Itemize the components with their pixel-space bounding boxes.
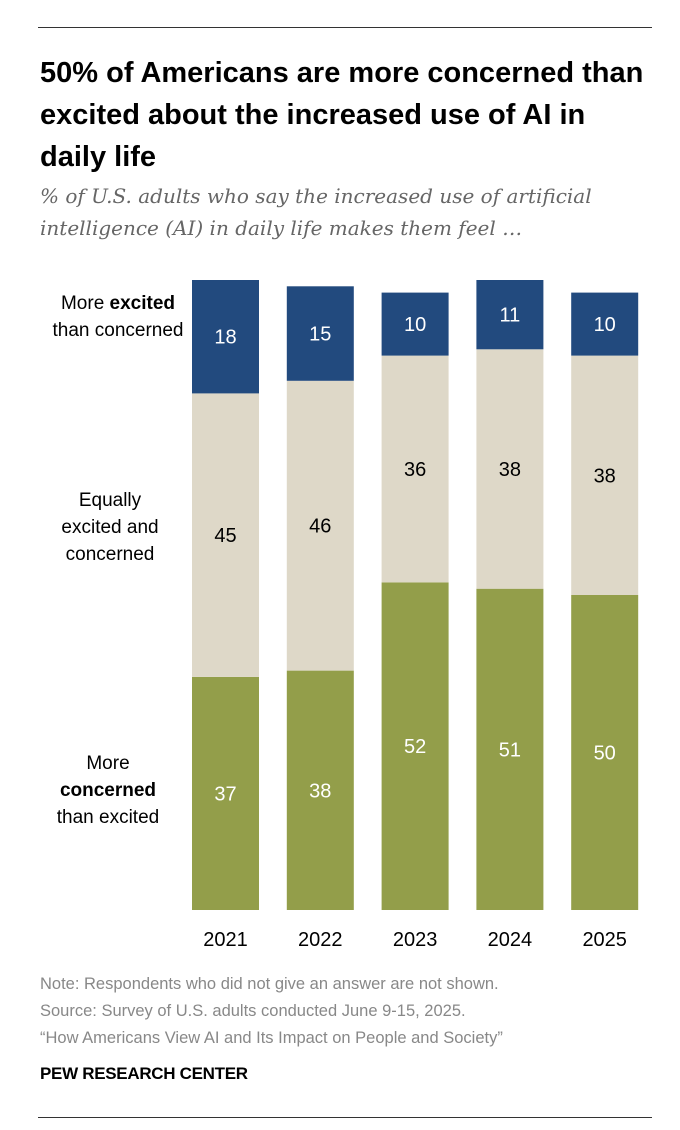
bar-segment-2021-2 [192, 280, 259, 394]
data-label: 38 [499, 459, 521, 481]
x-tick-label: 2022 [298, 929, 343, 951]
bar-segment-2023-0 [381, 582, 449, 910]
brand-logo-text: PEW RESEARCH CENTER [40, 1064, 248, 1083]
source-text: Source: Survey of U.S. adults conducted … [40, 1002, 466, 1020]
data-label: 38 [309, 780, 331, 802]
legend-equal: Equally excited and concerned [50, 487, 170, 568]
legend-concerned: More concerned than excited [30, 750, 186, 831]
bar-segment-2021-1 [192, 393, 259, 677]
legend-concerned-pre: More [86, 753, 130, 774]
data-label: 50 [594, 743, 616, 765]
bar-segment-2025-1 [571, 355, 639, 595]
bar-segment-2021-0 [192, 676, 259, 910]
bar-segment-2025-2 [571, 292, 639, 356]
bar-segment-2022-0 [286, 670, 354, 910]
bar-segment-2022-2 [286, 286, 354, 381]
stacked-bar-chart: 37 45 18 2021 38 46 15 2022 52 36 10 2023 51 38 11 2024… [192, 280, 639, 951]
bottom-rule [38, 1117, 652, 1118]
legend-excited-bold: excited [109, 293, 176, 314]
bar-segment-2025-0 [571, 595, 639, 910]
data-label: 45 [214, 525, 236, 547]
chart-title: 50% of Americans are more concerned than… [40, 57, 644, 173]
x-tick-label: 2021 [203, 929, 248, 951]
x-tick-label: 2025 [582, 929, 627, 951]
data-label: 18 [214, 327, 236, 349]
data-label: 46 [309, 516, 331, 538]
legend-concerned-bold: concerned [59, 780, 157, 801]
data-label: 36 [404, 459, 426, 481]
data-label: 52 [404, 736, 426, 758]
bar-segment-2023-1 [381, 355, 449, 583]
data-label: 10 [404, 314, 426, 336]
bar-segment-2024-1 [476, 349, 544, 589]
x-tick-label: 2024 [488, 929, 533, 951]
data-label: 38 [594, 465, 616, 487]
top-rule [38, 27, 652, 28]
bar-segment-2024-2 [476, 280, 544, 350]
report-title-text: “How Americans View AI and Its Impact on… [40, 1029, 503, 1047]
bar-segment-2024-0 [476, 588, 544, 910]
data-label: 51 [499, 739, 521, 761]
data-label: 15 [309, 324, 331, 346]
legend-equal-text: Equally excited and concerned [61, 490, 159, 565]
data-label: 10 [594, 314, 616, 336]
bar-segment-2023-2 [381, 292, 449, 356]
data-label: 37 [214, 783, 236, 805]
legend-excited: More excited than concerned [40, 290, 196, 344]
legend-excited-post: than concerned [52, 320, 184, 341]
data-label: 11 [500, 305, 521, 327]
bar-segment-2022-1 [286, 380, 354, 671]
legend-excited-pre: More [60, 293, 110, 314]
x-tick-label: 2023 [393, 929, 438, 951]
note-text: Note: Respondents who did not give an an… [40, 975, 499, 993]
legend-concerned-post: than excited [56, 807, 160, 828]
chart-subtitle: % of U.S. adults who say the increased u… [40, 184, 592, 240]
